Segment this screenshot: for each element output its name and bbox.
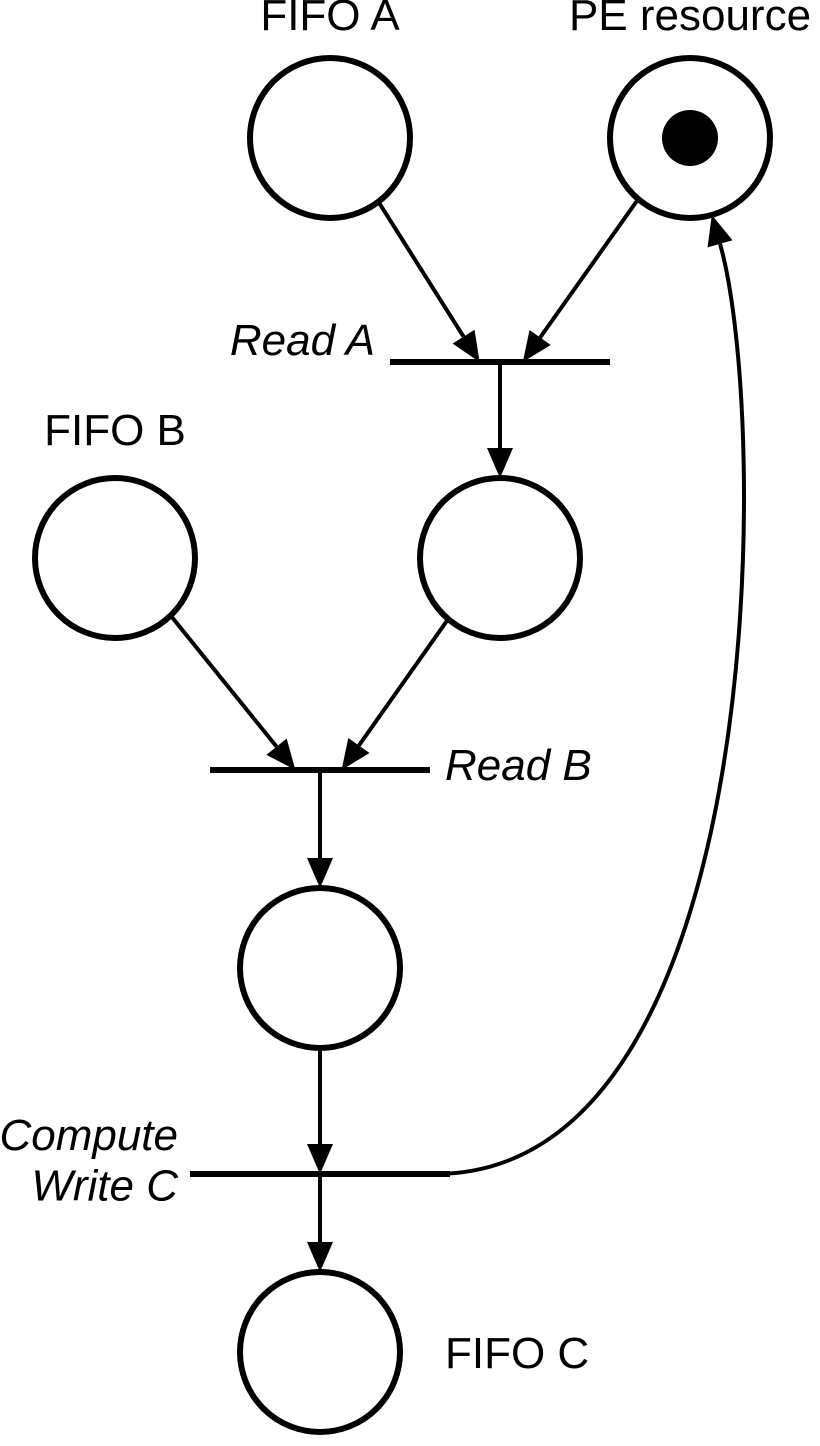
- place-fifo_c: [240, 1272, 400, 1432]
- place-label-fifo_b: FIFO B: [44, 406, 186, 455]
- transition-label-compute: Compute: [0, 1111, 178, 1160]
- place-fifo_b: [35, 478, 195, 638]
- place-label-fifo_a: FIFO A: [260, 0, 400, 40]
- place-fifo_a: [250, 58, 410, 218]
- transition-label-compute: Write C: [31, 1162, 179, 1211]
- place-p_mid: [240, 888, 400, 1048]
- petri-net-diagram: Read A Read B ComputeWrite C FIFO A PE resou…: [0, 0, 820, 1446]
- token-pe: [662, 110, 718, 166]
- transition-label-read_a: Read A: [230, 316, 375, 365]
- place-label-fifo_c: FIFO C: [445, 1329, 589, 1378]
- transition-label-read_b: Read B: [445, 741, 592, 790]
- place-p_ab: [420, 478, 580, 638]
- place-label-pe: PE resource: [569, 0, 811, 40]
